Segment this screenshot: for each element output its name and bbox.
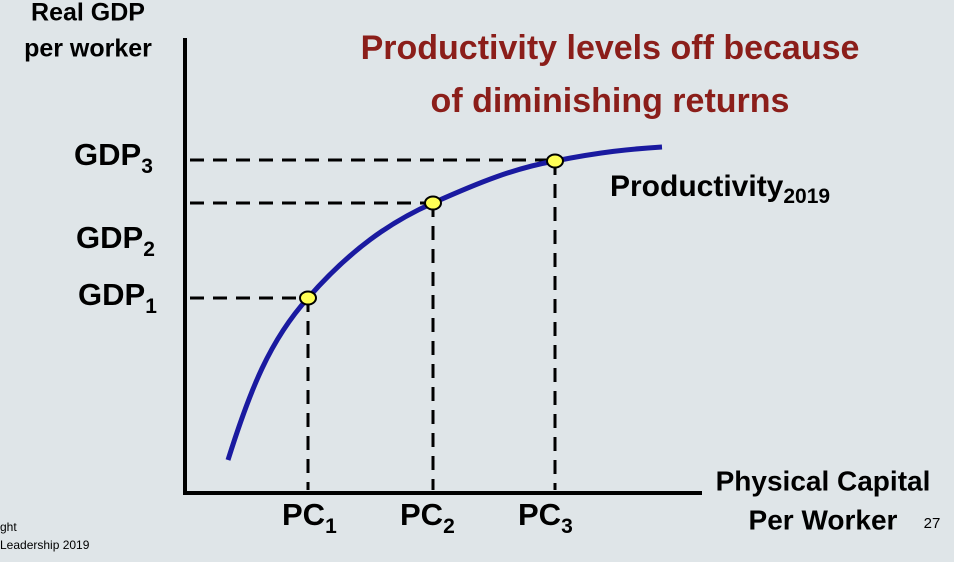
label-text: GDP [76, 220, 143, 255]
y-label: GDP3 [74, 137, 153, 177]
y-axis-label: Real GDP [31, 0, 145, 27]
x-label: PC2 [400, 497, 455, 537]
footer: Leadership 2019 [0, 538, 90, 552]
label-sub: 2019 [783, 185, 830, 208]
page-number: 27 [924, 515, 941, 532]
x-axis-label: Physical Capital [716, 465, 931, 496]
x-axis-label: Per Worker [749, 504, 898, 535]
label-sub: 3 [141, 155, 153, 178]
productivity-curve [225, 144, 663, 461]
point [546, 153, 564, 169]
point [299, 290, 317, 306]
label-text: PC [282, 497, 325, 532]
y-label: GDP1 [78, 277, 157, 317]
label-sub: 2 [143, 238, 155, 261]
label-sub: 2 [443, 515, 455, 538]
y-axis-label: per worker [24, 35, 152, 63]
label-sub: 1 [325, 515, 337, 538]
label-sub: 1 [145, 295, 157, 318]
label-text: PC [518, 497, 561, 532]
y-label: GDP2 [76, 220, 155, 260]
label-text: GDP [74, 137, 141, 172]
title: of diminishing returns [431, 82, 790, 120]
label-sub: 3 [561, 515, 573, 538]
guide-lines [190, 158, 557, 490]
label-text: Productivity [610, 170, 784, 203]
point [424, 195, 442, 211]
x-label: PC3 [518, 497, 573, 537]
footer: ght [0, 520, 17, 534]
curve-label: Productivity2019 [610, 170, 830, 208]
label-text: PC [400, 497, 443, 532]
label-text: GDP [78, 277, 145, 312]
title: Productivity levels off because [361, 29, 860, 67]
x-label: PC1 [282, 497, 337, 537]
